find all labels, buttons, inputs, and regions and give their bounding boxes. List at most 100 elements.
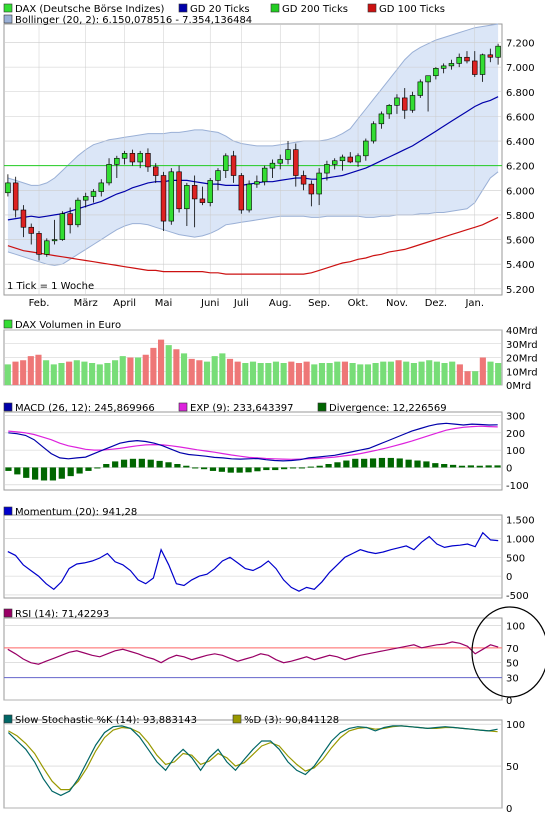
volume-bar	[380, 361, 387, 385]
divergence-bar	[494, 465, 501, 468]
price-y-tick-label: 7.200	[506, 38, 535, 49]
divergence-bar	[441, 464, 448, 468]
stochastic-y-tick-label: 50	[506, 762, 519, 773]
divergence-bar	[334, 462, 341, 468]
candle-body	[316, 172, 322, 195]
stochastic-legend-label: Slow Stochastic %K (14): 93,883143	[15, 715, 197, 726]
divergence-bar	[200, 467, 208, 470]
divergence-bar	[5, 467, 12, 471]
volume-bar	[280, 363, 287, 385]
candle-body	[44, 240, 50, 255]
volume-bar	[456, 364, 463, 385]
volume-bar	[495, 363, 502, 385]
volume-bar	[449, 361, 456, 385]
candle-body	[409, 95, 416, 111]
candle-body	[114, 157, 120, 165]
price-legend-label: DAX (Deutsche Börse Indizes)	[15, 4, 164, 15]
x-month-label: Okt.	[348, 298, 369, 309]
divergence-bar	[298, 467, 306, 469]
candle-body	[199, 198, 206, 203]
divergence-bar	[405, 459, 412, 468]
divergence-bar	[316, 465, 323, 468]
candle-body	[448, 63, 455, 67]
price-y-tick-label: 6.000	[506, 186, 535, 197]
candle-body	[254, 181, 260, 185]
candle-body	[456, 56, 462, 64]
x-month-label: Nov.	[386, 298, 408, 309]
stochastic-y-tick-label: 0	[506, 804, 512, 815]
x-month-label: April	[113, 298, 136, 309]
volume-bar	[479, 357, 486, 385]
blue-square-icon	[178, 3, 188, 13]
candle-body	[137, 153, 143, 163]
volume-bar	[272, 361, 280, 385]
divergence-bar	[103, 464, 110, 468]
rsi-y-tick-label: 100	[506, 621, 525, 632]
divergence-bar	[209, 467, 217, 471]
volume-legend-label: DAX Volumen in Euro	[15, 320, 121, 331]
volume-bar	[387, 361, 394, 385]
divergence-bar	[192, 467, 199, 469]
divergence-bar	[236, 467, 243, 473]
price-legend-label: GD 200 Ticks	[282, 4, 348, 15]
price-legend-label: GD 20 Ticks	[190, 4, 250, 15]
blue-square-icon	[3, 506, 13, 516]
candle-body	[82, 196, 89, 201]
divergence-bar	[449, 464, 457, 468]
volume-bar	[311, 364, 318, 385]
green-square-icon	[270, 3, 280, 13]
magenta-square-icon	[178, 402, 188, 412]
volume-bar	[66, 361, 73, 385]
momentum-y-tick-label: 0	[506, 572, 512, 583]
volume-bar	[357, 364, 364, 385]
candle-body	[269, 162, 276, 169]
divergence-bar	[174, 464, 181, 468]
divergence-bar	[396, 458, 403, 468]
divergence-bar	[40, 467, 48, 481]
candle-body	[28, 226, 34, 234]
volume-bar	[50, 364, 57, 385]
divergence-bar	[49, 467, 57, 481]
candle-body	[261, 167, 268, 182]
candle-body	[223, 155, 229, 171]
candle-body	[425, 75, 431, 83]
divergence-bar	[14, 467, 21, 475]
divergence-bar	[387, 457, 394, 468]
green-square-icon	[3, 3, 13, 13]
volume-bar	[112, 360, 119, 385]
volume-bar	[403, 361, 410, 385]
divergence-bar	[218, 467, 225, 472]
volume-bar	[364, 364, 371, 385]
red-square-icon	[3, 608, 13, 618]
divergence-bar	[352, 458, 359, 468]
candle-body	[347, 156, 353, 163]
x-month-label: März	[74, 298, 98, 309]
bollinger-lower-line	[7, 171, 499, 266]
x-month-label: Feb.	[29, 298, 50, 309]
exp-line	[8, 425, 498, 460]
divergence-bar	[94, 467, 101, 469]
gd100-line	[7, 216, 499, 275]
volume-bar	[96, 364, 103, 385]
blue-square-icon	[3, 402, 13, 412]
candle-body	[300, 175, 307, 185]
volume-bar	[219, 353, 226, 385]
candle-body	[20, 209, 27, 228]
olive-square-icon	[232, 714, 242, 724]
macd-line	[8, 422, 498, 462]
volume-bar	[433, 361, 440, 385]
rsi-y-tick-label: 70	[506, 644, 519, 655]
volume-bar	[142, 354, 149, 385]
dark-green-square-icon	[317, 402, 327, 412]
divergence-bar	[289, 467, 297, 469]
momentum-panel-frame	[3, 514, 503, 599]
divergence-bar	[432, 463, 439, 468]
volume-bar	[418, 361, 425, 385]
candle-body	[51, 239, 58, 242]
candle-body	[75, 199, 81, 226]
candle-body	[386, 105, 392, 115]
macd-y-tick-label: -100	[506, 481, 529, 492]
volume-bar	[234, 361, 241, 385]
volume-bar	[27, 356, 34, 385]
volume-bar	[318, 363, 326, 385]
